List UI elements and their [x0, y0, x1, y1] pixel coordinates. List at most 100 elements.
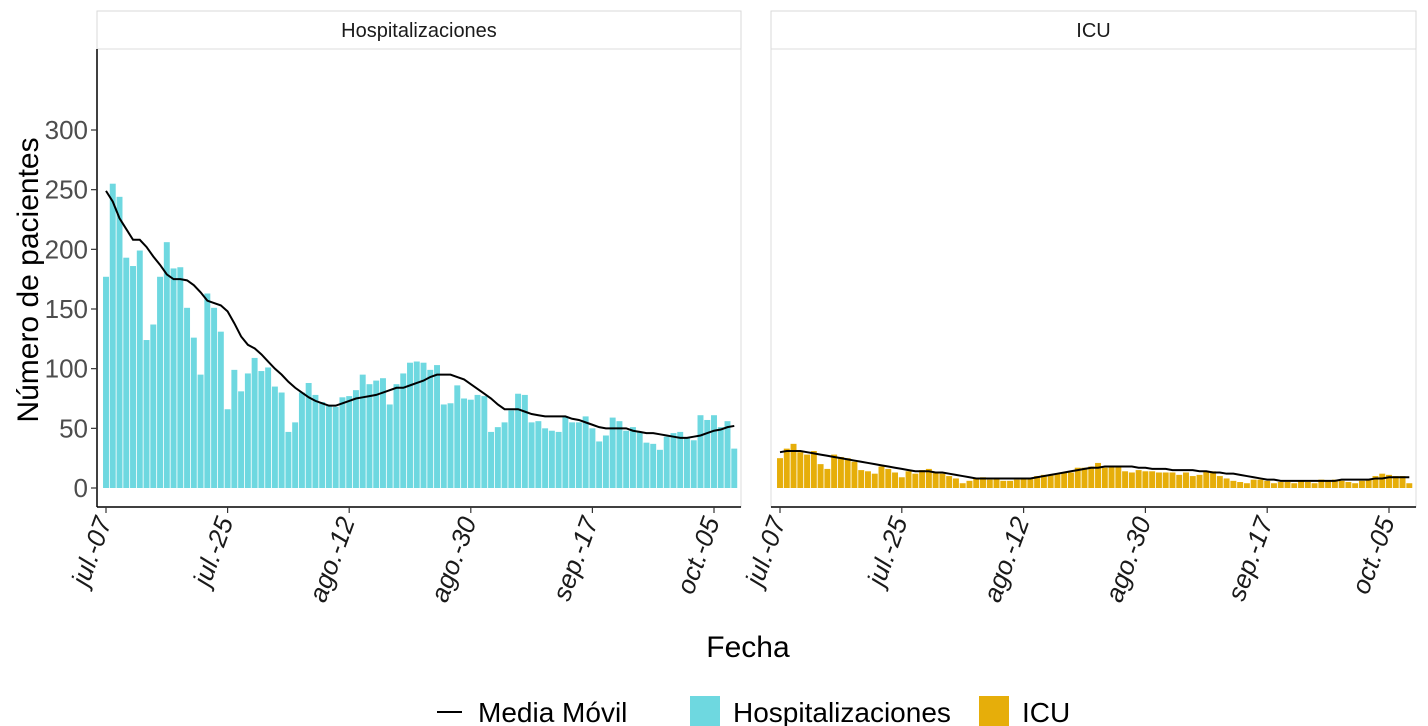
y-tick-label: 150: [45, 294, 88, 324]
bar: [535, 421, 542, 488]
bar: [359, 374, 366, 488]
bar: [373, 380, 380, 488]
bar: [711, 415, 717, 488]
bar: [1149, 471, 1156, 488]
bar: [352, 390, 359, 488]
bar: [1007, 480, 1014, 488]
bar: [1115, 466, 1122, 488]
legend-label-icu: ICU: [1022, 697, 1070, 726]
legend: Media Móvil Hospitalizaciones ICU: [437, 696, 1070, 726]
bar: [224, 409, 231, 488]
bar: [1128, 472, 1135, 488]
bar: [488, 431, 495, 488]
bar: [1223, 478, 1230, 488]
bar: [400, 373, 407, 488]
bar: [562, 416, 569, 488]
bar: [1122, 471, 1129, 488]
panel-strip: [770, 10, 1417, 50]
bar: [1338, 480, 1345, 488]
bar: [777, 458, 783, 488]
bar: [244, 373, 251, 488]
bar: [1284, 482, 1291, 488]
bar: [993, 478, 1000, 488]
bar: [783, 448, 790, 488]
bar: [670, 433, 677, 488]
bar: [1243, 483, 1250, 488]
bar: [346, 396, 353, 488]
bar: [905, 471, 912, 488]
bar: [797, 452, 804, 488]
bar: [1196, 474, 1203, 488]
bar: [623, 430, 630, 488]
bar: [123, 257, 130, 488]
bar: [1250, 479, 1257, 488]
bar: [912, 473, 919, 488]
x-tick-label: oct.-05: [1345, 512, 1401, 597]
x-tick-label: jul.-07: [738, 511, 792, 592]
bar: [231, 369, 238, 488]
bar: [575, 422, 582, 488]
bar: [238, 391, 245, 488]
bar: [332, 406, 339, 488]
x-tick-label: sep.-17: [1221, 511, 1279, 604]
bar: [602, 435, 609, 488]
bar: [1061, 472, 1068, 488]
legend-key-icu: [979, 696, 1009, 726]
bar: [292, 422, 299, 488]
bar: [1257, 479, 1264, 488]
bar: [1304, 482, 1311, 488]
bar: [1027, 478, 1034, 488]
bar: [555, 431, 562, 488]
bar: [1162, 472, 1169, 488]
bar: [494, 427, 501, 488]
bar: [1189, 476, 1196, 488]
bar: [528, 422, 535, 488]
bar: [650, 443, 657, 488]
bar: [150, 324, 157, 488]
bar: [184, 307, 191, 488]
legend-label-hospitalizaciones: Hospitalizaciones: [733, 697, 951, 726]
panel-title: Hospitalizaciones: [341, 20, 497, 42]
bar: [980, 477, 986, 488]
bar: [582, 416, 589, 488]
bar: [1095, 462, 1102, 488]
chart-panels: Hospitalizaciones 0 50 100 150 200 250 300 jul.-…: [45, 10, 1417, 606]
bar: [1318, 479, 1325, 488]
bar: [824, 468, 831, 488]
bar: [810, 451, 817, 488]
bar: [434, 365, 440, 488]
bar: [717, 427, 724, 488]
bar: [1000, 480, 1007, 488]
bar: [1345, 482, 1352, 488]
bar: [858, 470, 865, 488]
bar: [609, 417, 616, 488]
bar: [211, 307, 218, 488]
bar: [521, 394, 528, 488]
bar: [596, 441, 603, 488]
bar: [454, 385, 461, 488]
panel-title: ICU: [1076, 20, 1110, 42]
bar: [143, 340, 150, 488]
bar: [643, 442, 650, 488]
panel-icu: ICU jul.-07 jul.-25 ago.-12 ago.-30 sep.-17 oc…: [738, 10, 1417, 606]
bar: [1331, 479, 1338, 488]
bar: [447, 403, 454, 488]
bar: [925, 468, 932, 488]
bar: [844, 458, 851, 488]
x-tick-label: sep.-17: [546, 511, 604, 604]
bar: [461, 398, 468, 488]
bar: [1216, 476, 1223, 488]
bar: [1040, 474, 1047, 488]
bar: [305, 382, 312, 488]
bar: [1169, 472, 1176, 488]
y-axis-title: Número de pacientes: [12, 137, 45, 422]
panel-border: [770, 48, 1417, 508]
bar: [959, 483, 966, 488]
bar: [1081, 467, 1088, 488]
legend-key-hospitalizaciones: [690, 696, 720, 726]
bar: [319, 402, 326, 488]
bar: [892, 472, 899, 488]
y-tick-label: 250: [45, 175, 88, 205]
bar: [1298, 480, 1305, 488]
